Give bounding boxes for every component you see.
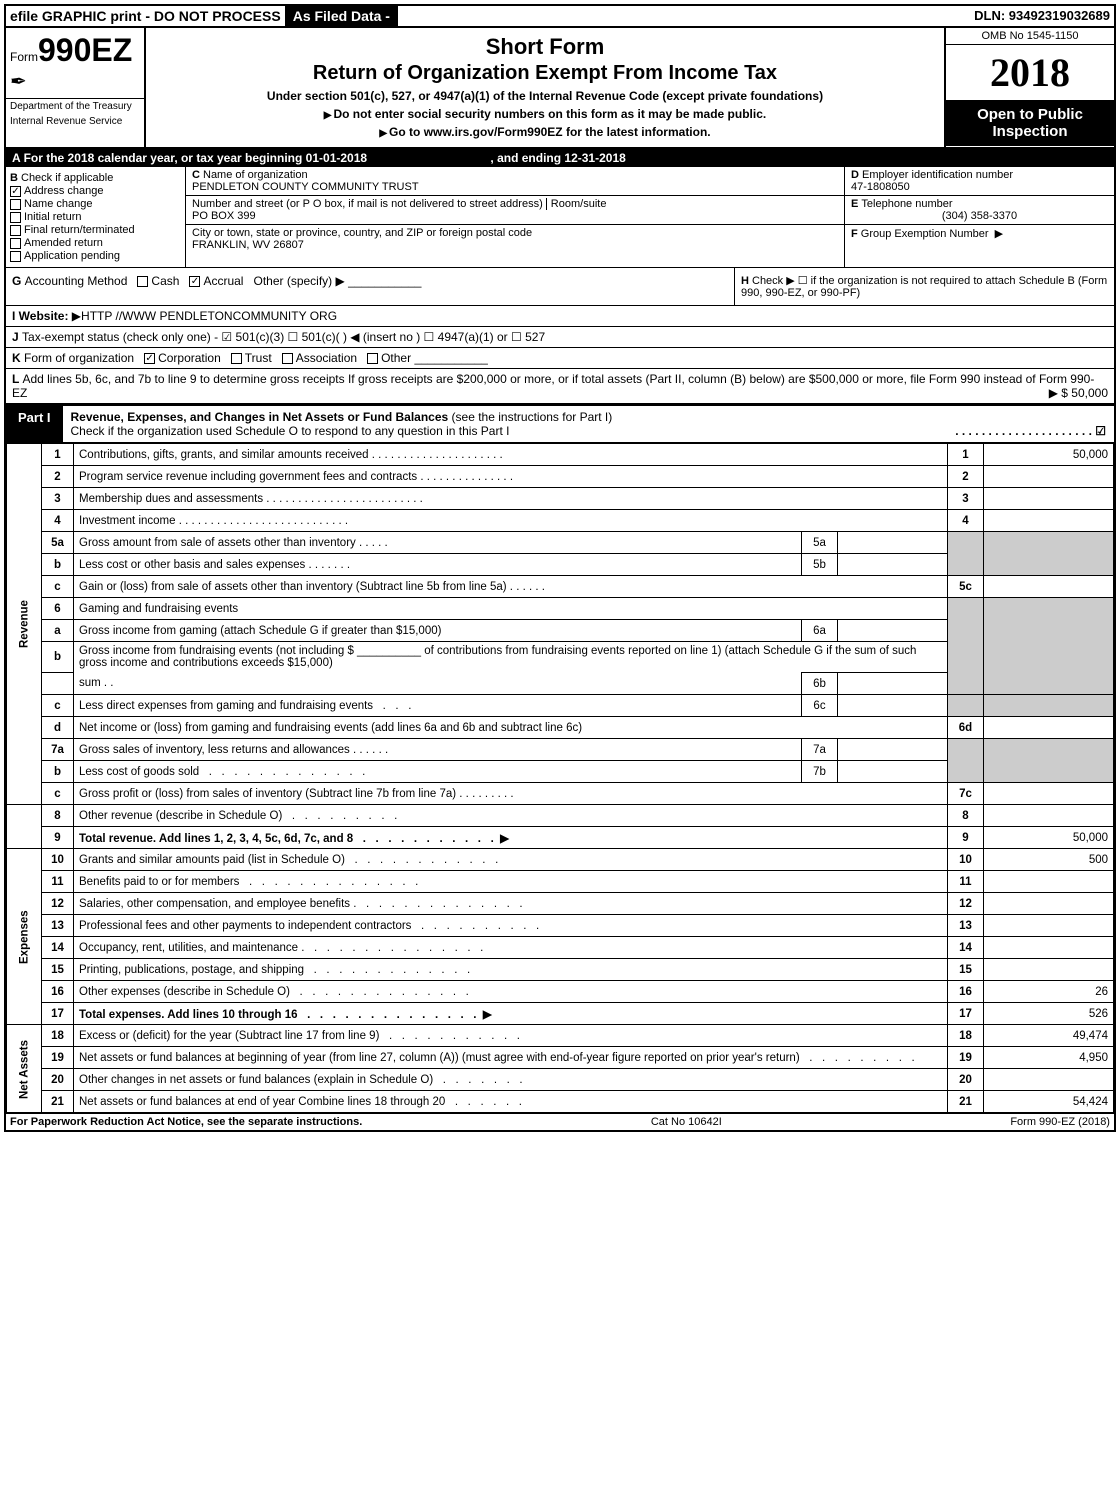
open-inspection: Open to Public Inspection: [946, 100, 1114, 146]
website-url: HTTP //WWW PENDLETONCOMMUNITY ORG: [81, 309, 337, 323]
section-d-e-f: D Employer identification number47-18080…: [844, 167, 1114, 267]
part-1-header: Part I Revenue, Expenses, and Changes in…: [6, 404, 1114, 443]
cat-no: Cat No 10642I: [651, 1116, 722, 1128]
section-c: C Name of organizationPENDLETON COUNTY C…: [186, 167, 844, 267]
val-11: [984, 871, 1114, 893]
val-18: 49,474: [984, 1025, 1114, 1047]
val-15: [984, 959, 1114, 981]
tax-year: 2018: [946, 45, 1114, 100]
netassets-label: Net Assets: [7, 1025, 42, 1113]
form-number: 990EZ: [38, 32, 132, 68]
goto-link: Go to www.irs.gov/Form990EZ for the late…: [154, 125, 936, 139]
val-7c: [984, 783, 1114, 805]
val-5c: [984, 576, 1114, 598]
cb-amended[interactable]: [10, 238, 21, 249]
val-12: [984, 893, 1114, 915]
val-6d: [984, 717, 1114, 739]
cb-assoc[interactable]: [282, 353, 293, 364]
form-footer: Form 990-EZ (2018): [1010, 1116, 1110, 1128]
val-14: [984, 937, 1114, 959]
part-1-table: Revenue 1Contributions, gifts, grants, a…: [6, 443, 1114, 1113]
row-g-h: G Accounting Method Cash ✓Accrual Other …: [6, 268, 1114, 306]
val-3: [984, 488, 1114, 510]
top-bar: efile GRAPHIC print - DO NOT PROCESS As …: [6, 6, 1114, 28]
cb-corp[interactable]: ✓: [144, 353, 155, 364]
val-8: [984, 805, 1114, 827]
as-filed-tag: As Filed Data -: [285, 6, 398, 26]
org-address: PO BOX 399: [192, 210, 256, 222]
dln: DLN: 93492319032689: [970, 6, 1114, 26]
form-header: Form990EZ ✒ Department of the Treasury I…: [6, 28, 1114, 149]
val-21: 54,424: [984, 1091, 1114, 1113]
short-form-title: Short Form: [154, 34, 936, 60]
cb-accrual[interactable]: ✓: [189, 276, 200, 287]
val-1: 50,000: [984, 444, 1114, 466]
section-b-checkboxes: B Check if applicable ✓Address change Na…: [6, 167, 186, 267]
line-i: I Website: ▶HTTP //WWW PENDLETONCOMMUNIT…: [6, 306, 1114, 327]
ssn-warning: Do not enter social security numbers on …: [154, 107, 936, 121]
ein: 47-1808050: [851, 181, 910, 193]
paperwork-notice: For Paperwork Reduction Act Notice, see …: [10, 1116, 362, 1128]
org-city: FRANKLIN, WV 26807: [192, 239, 304, 251]
val-19: 4,950: [984, 1047, 1114, 1069]
revenue-label: Revenue: [7, 444, 42, 805]
main-title: Return of Organization Exempt From Incom…: [154, 62, 936, 85]
phone: (304) 358-3370: [851, 210, 1108, 222]
cb-pending[interactable]: [10, 251, 21, 262]
cb-name-change[interactable]: [10, 199, 21, 210]
line-l: L Add lines 5b, 6c, and 7b to line 9 to …: [6, 369, 1114, 404]
val-13: [984, 915, 1114, 937]
val-10: 500: [984, 849, 1114, 871]
irs-label: Internal Revenue Service: [6, 114, 144, 129]
val-16: 26: [984, 981, 1114, 1003]
form-990ez: efile GRAPHIC print - DO NOT PROCESS As …: [4, 4, 1116, 1132]
footer: For Paperwork Reduction Act Notice, see …: [6, 1113, 1114, 1130]
part-1-label: Part I: [6, 406, 63, 442]
cb-address-change[interactable]: ✓: [10, 186, 21, 197]
h-text: Check ▶ ☐ if the organization is not req…: [741, 275, 1107, 299]
dept-treasury: Department of the Treasury: [6, 99, 144, 114]
form-prefix: Form: [10, 50, 38, 64]
cb-cash[interactable]: [137, 276, 148, 287]
line-k: K Form of organization ✓Corporation Trus…: [6, 348, 1114, 369]
org-info-block: B Check if applicable ✓Address change Na…: [6, 167, 1114, 268]
val-4: [984, 510, 1114, 532]
efile-notice: efile GRAPHIC print - DO NOT PROCESS: [6, 6, 285, 26]
cb-trust[interactable]: [231, 353, 242, 364]
val-20: [984, 1069, 1114, 1091]
cb-final[interactable]: [10, 225, 21, 236]
val-2: [984, 466, 1114, 488]
l-amount: $ 50,000: [1061, 386, 1108, 400]
signature-icon: ✒: [10, 69, 142, 94]
line-j: J Tax-exempt status (check only one) - ☑…: [6, 327, 1114, 348]
cb-other-org[interactable]: [367, 353, 378, 364]
org-name: PENDLETON COUNTY COMMUNITY TRUST: [192, 181, 419, 193]
cb-initial[interactable]: [10, 212, 21, 223]
val-9: 50,000: [984, 827, 1114, 849]
expenses-label: Expenses: [7, 849, 42, 1025]
subtitle: Under section 501(c), 527, or 4947(a)(1)…: [154, 89, 936, 103]
val-17: 526: [984, 1003, 1114, 1025]
omb-number: OMB No 1545-1150: [946, 28, 1114, 45]
section-a: A For the 2018 calendar year, or tax yea…: [6, 149, 1114, 167]
